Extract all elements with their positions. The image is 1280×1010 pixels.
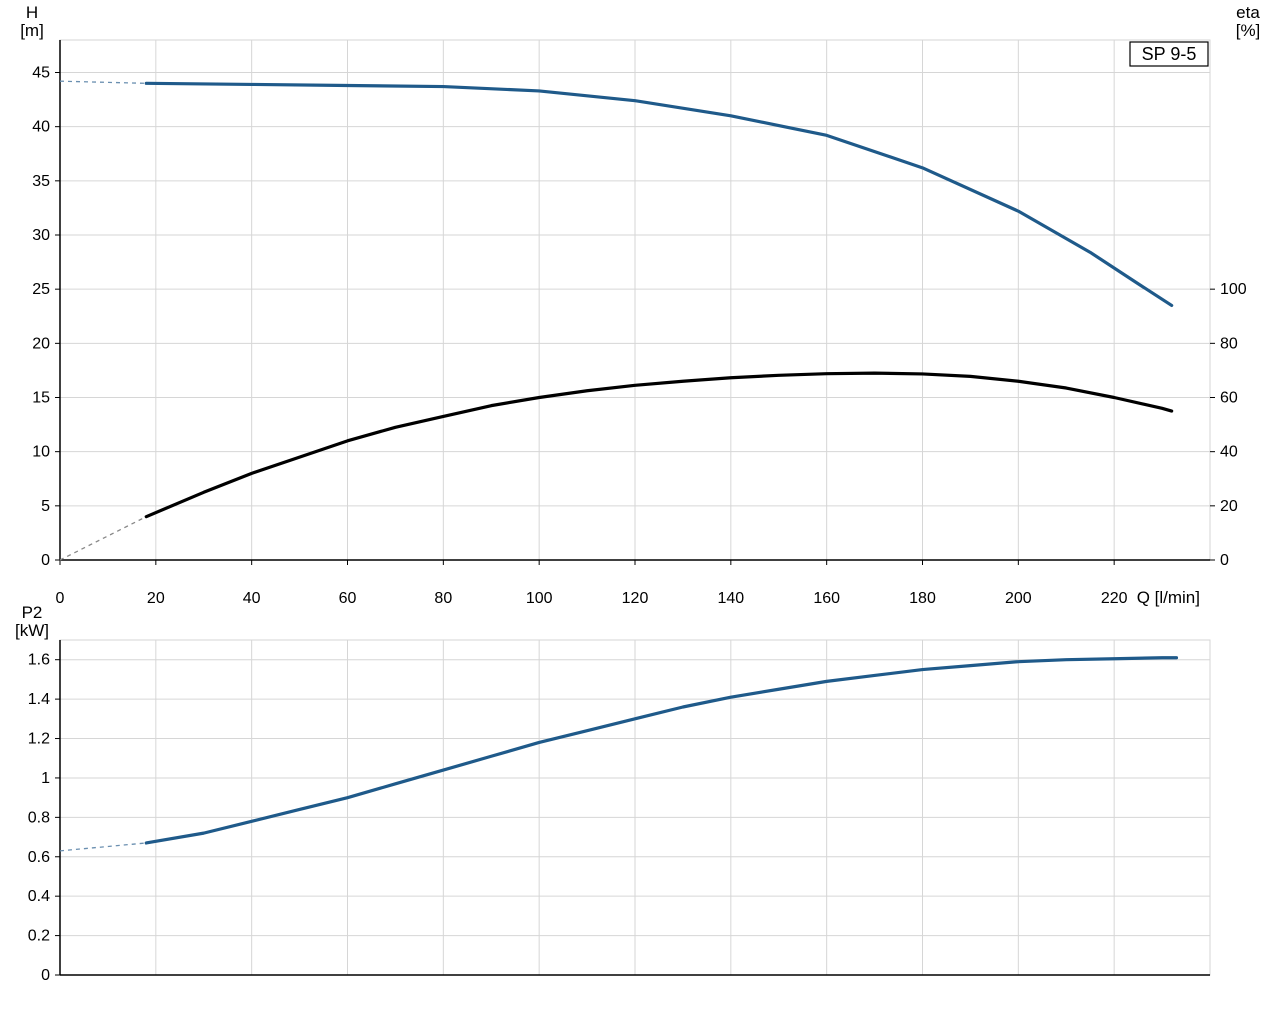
y-tick-label: 0.8 bbox=[28, 809, 50, 826]
y-tick-label: 25 bbox=[32, 281, 50, 298]
y2-tick-label: 20 bbox=[1220, 498, 1238, 515]
eta-axis-unit: [%] bbox=[1236, 21, 1261, 40]
y2-tick-label: 60 bbox=[1220, 390, 1238, 407]
x-tick-label: 20 bbox=[147, 590, 165, 607]
x-tick-label: 0 bbox=[56, 590, 65, 607]
y-tick-label: 1.6 bbox=[28, 652, 50, 669]
y2-tick-label: 100 bbox=[1220, 281, 1247, 298]
y-tick-label: 20 bbox=[32, 335, 50, 352]
h-axis-label: H bbox=[26, 3, 38, 22]
x-tick-label: 140 bbox=[717, 590, 744, 607]
y-tick-label: 0.6 bbox=[28, 849, 50, 866]
y-tick-label: 0 bbox=[41, 967, 50, 984]
p2-axis-unit: [kW] bbox=[15, 621, 49, 640]
y2-tick-label: 40 bbox=[1220, 444, 1238, 461]
x-tick-label: 40 bbox=[243, 590, 261, 607]
x-tick-label: 120 bbox=[622, 590, 649, 607]
p2-axis-label: P2 bbox=[22, 603, 43, 622]
title-text: SP 9-5 bbox=[1142, 44, 1197, 64]
y-tick-label: 10 bbox=[32, 444, 50, 461]
h-axis-unit: [m] bbox=[20, 21, 44, 40]
x-tick-label: 60 bbox=[339, 590, 357, 607]
x-tick-label: 160 bbox=[813, 590, 840, 607]
y2-tick-label: 0 bbox=[1220, 552, 1229, 569]
y2-tick-label: 80 bbox=[1220, 335, 1238, 352]
x-tick-label: 80 bbox=[434, 590, 452, 607]
y-tick-label: 5 bbox=[41, 498, 50, 515]
y-tick-label: 0.4 bbox=[28, 888, 50, 905]
y-tick-label: 0.2 bbox=[28, 928, 50, 945]
pump-curve-chart: 020406080100120140160180200220Q [l/min]0… bbox=[0, 0, 1280, 1010]
x-tick-label: 220 bbox=[1101, 590, 1128, 607]
y-tick-label: 45 bbox=[32, 65, 50, 82]
x-axis-label: Q [l/min] bbox=[1137, 588, 1200, 607]
y-tick-label: 40 bbox=[32, 119, 50, 136]
y-tick-label: 1.4 bbox=[28, 691, 50, 708]
y-tick-label: 0 bbox=[41, 552, 50, 569]
x-tick-label: 180 bbox=[909, 590, 936, 607]
eta-axis-label: eta bbox=[1236, 3, 1260, 22]
y-tick-label: 1 bbox=[41, 770, 50, 787]
y-tick-label: 15 bbox=[32, 390, 50, 407]
y-tick-label: 30 bbox=[32, 227, 50, 244]
x-tick-label: 200 bbox=[1005, 590, 1032, 607]
y-tick-label: 35 bbox=[32, 173, 50, 190]
y-tick-label: 1.2 bbox=[28, 731, 50, 748]
x-tick-label: 100 bbox=[526, 590, 553, 607]
